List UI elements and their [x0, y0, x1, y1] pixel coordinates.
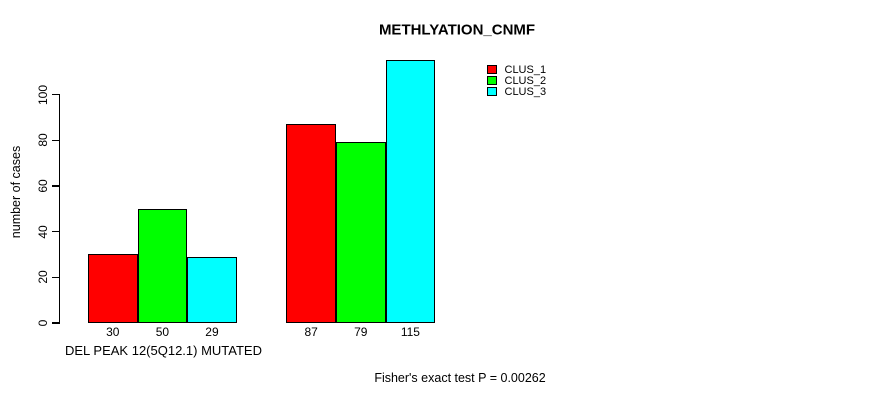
bar-clus_3-group2: [385, 60, 436, 323]
y-tick-label: 60: [36, 179, 50, 193]
bar-clus_2-group2: [336, 142, 386, 323]
chart-title: METHLYATION_CNMF: [378, 21, 536, 39]
legend-label: CLUS_2: [504, 74, 547, 87]
y-tick-label: 40: [36, 224, 50, 239]
y-tick-label: 20: [36, 270, 50, 284]
legend-label: CLUS_1: [504, 63, 547, 76]
y-tick: [52, 322, 60, 324]
bar-value-label: 30: [106, 325, 120, 339]
x-axis-group-label: DEL PEAK 12(5Q12.1) MUTATED: [65, 343, 262, 358]
y-tick-label: 0: [36, 319, 50, 327]
bar-value-label: 29: [205, 325, 219, 339]
legend-row-clus_1: CLUS_1: [487, 63, 547, 76]
legend: CLUS_1 CLUS_2 CLUS_3: [487, 63, 547, 98]
bar-value-label: 79: [354, 325, 368, 339]
bar-value-label: 115: [400, 325, 420, 339]
y-tick: [52, 231, 60, 233]
bar-clus_1-group1: [88, 254, 138, 323]
legend-swatch-icon: [487, 64, 497, 75]
bar-value-label: 87: [304, 325, 318, 339]
legend-swatch-icon: [487, 75, 497, 86]
y-axis-label: number of cases: [9, 145, 23, 239]
y-axis-line: [59, 94, 61, 323]
y-tick: [52, 93, 60, 96]
y-tick-label: 80: [36, 133, 50, 147]
bar-clus_3-group1: [187, 256, 237, 323]
y-tick: [52, 139, 60, 141]
y-tick-label: 100: [36, 84, 50, 105]
fisher-test-annotation: Fisher's exact test P = 0.00262: [374, 371, 546, 385]
legend-row-clus_3: CLUS_3: [487, 85, 547, 98]
bar-value-label: 50: [155, 325, 170, 339]
y-tick: [52, 276, 60, 278]
legend-row-clus_2: CLUS_2: [487, 74, 547, 87]
bar-clus_1-group2: [286, 124, 336, 323]
y-tick: [52, 185, 60, 187]
bar-clus_2-group1: [137, 208, 188, 323]
legend-label: CLUS_3: [504, 85, 547, 98]
legend-swatch-icon: [487, 86, 497, 97]
